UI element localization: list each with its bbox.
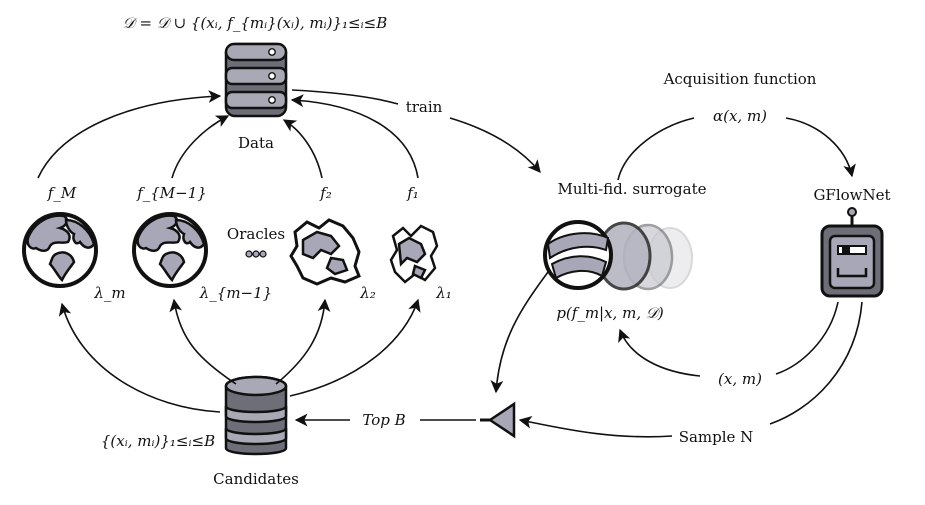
oracle-function-label: f_{M−1} <box>136 184 207 202</box>
gflownet-label: GFlowNet <box>813 186 890 204</box>
surrogate-posterior: p(f_m|x, m, 𝒟) <box>556 304 664 322</box>
top-label: Top B <box>362 411 405 429</box>
arrow-gflownet-to-sample <box>769 301 863 425</box>
oracle-function-label: f_M <box>47 184 77 202</box>
fragmented-globe-icon-oracle-2 <box>289 218 361 286</box>
arrow-oracle-1-to-data <box>290 94 419 179</box>
sample-label: Sample N <box>679 428 754 446</box>
data-update-formula: 𝒟 = 𝒟 ∪ {(xᵢ, f_{mᵢ}(xᵢ), mᵢ)}₁≤ᵢ≤B <box>123 14 387 32</box>
arrow-oracle-m-minus-1-to-data <box>171 115 230 179</box>
oracle-function-label: f₂ <box>319 184 332 202</box>
arrow-data-to-train <box>291 89 399 105</box>
arrow-xm-to-surrogate <box>618 328 701 377</box>
candidates-database-icon <box>224 375 288 456</box>
oracle-cost-label: λ₁ <box>435 284 452 302</box>
arrow-candidates-to-oracle-m <box>58 302 221 413</box>
arrow-oracle-m-to-data <box>37 90 222 179</box>
surrogate-model-icon <box>543 220 693 291</box>
globe-icon-oracle-m-minus-1 <box>132 212 208 288</box>
arrow-candidates-to-oracle-1 <box>289 298 421 397</box>
arrow-oracle-2-to-data <box>282 119 323 179</box>
oracle-cost-label: λ₂ <box>359 284 376 302</box>
data-label: Data <box>238 134 274 152</box>
gflownet-robot-icon <box>820 207 884 298</box>
arrow-train-to-surrogate <box>449 117 541 173</box>
candidates-set: {(xᵢ, mᵢ)}₁≤ᵢ≤B <box>101 432 215 450</box>
oracle-cost-label: λ_m <box>93 284 125 302</box>
surrogate-label: Multi-fid. surrogate <box>557 180 706 198</box>
oracle-cost-label: λ_{m−1} <box>199 284 272 302</box>
arrow-surrogate-to-selector <box>490 271 549 394</box>
arrow-gflownet-to-xm <box>775 301 839 375</box>
arrow-sample-to-selector <box>518 415 673 438</box>
shattered-globe-icon-oracle-1 <box>389 224 439 284</box>
oracles-label: Oracles <box>227 225 285 243</box>
ellipsis-dots-icon <box>245 250 267 258</box>
data-database-icon <box>224 42 288 118</box>
xm-label: (x, m) <box>718 370 762 388</box>
candidates-label: Candidates <box>213 470 299 488</box>
train-label: train <box>406 98 443 116</box>
acquisition-formula: α(x, m) <box>713 107 767 125</box>
arrow-acquisition-to-gflownet <box>785 117 856 178</box>
top-selector-funnel-icon <box>480 401 516 439</box>
arrow-surrogate-to-acquisition <box>617 117 695 181</box>
arrow-candidates-to-oracle-m-minus-1 <box>169 298 237 385</box>
oracle-function-label: f₁ <box>406 184 419 202</box>
globe-icon-oracle-m <box>22 212 98 288</box>
acquisition-title: Acquisition function <box>663 70 817 88</box>
arrow-candidates-to-oracle-2 <box>275 298 331 385</box>
